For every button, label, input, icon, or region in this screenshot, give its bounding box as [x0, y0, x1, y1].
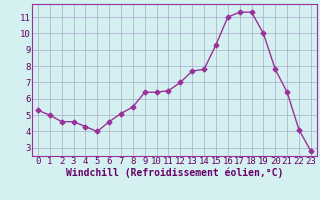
X-axis label: Windchill (Refroidissement éolien,°C): Windchill (Refroidissement éolien,°C) — [66, 168, 283, 178]
